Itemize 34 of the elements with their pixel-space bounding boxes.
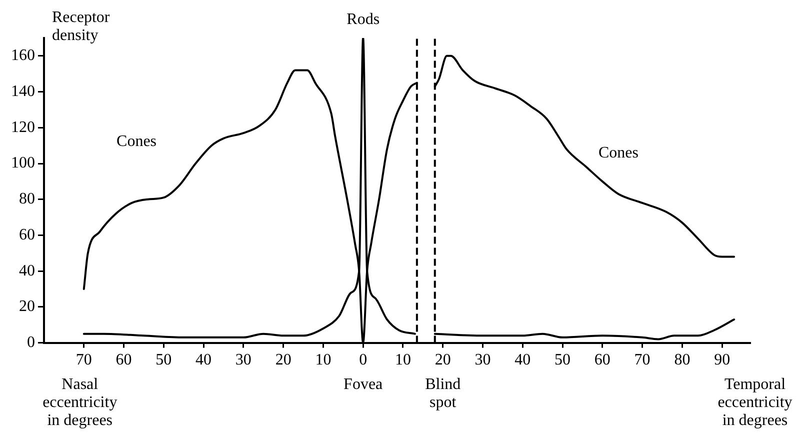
y-tick-label: 40: [19, 262, 35, 280]
y-tick-label: 60: [19, 226, 35, 244]
text: Blind spot: [425, 376, 461, 412]
x-tick-label: 30: [235, 352, 252, 369]
y-tick-label: 80: [19, 190, 35, 208]
text: Temporal eccentricity in degrees: [718, 376, 792, 430]
text: Fovea: [344, 376, 383, 394]
x-tick-label: 80: [674, 352, 690, 369]
x-tick-label: 40: [196, 352, 212, 369]
x-tick-label: 30: [474, 352, 491, 369]
x-tick-label: 90: [714, 352, 730, 369]
y-tick-label: 120: [11, 118, 35, 136]
text: Cones: [116, 132, 157, 150]
y-axis-title: Receptor density: [52, 9, 110, 44]
y-tick-label: 160: [11, 47, 35, 64]
x-tick-label: 0: [359, 352, 368, 369]
y-tick-label: 0: [27, 334, 35, 352]
x-tick-label: 10: [315, 352, 332, 369]
y-tick-label: 20: [19, 298, 35, 316]
text: Nasal eccentricity in degrees: [42, 376, 118, 430]
y-tick-label: 140: [11, 82, 35, 100]
x-tick-label: 50: [156, 352, 172, 369]
series-label: Cones: [598, 144, 638, 162]
x-tick-label: 60: [594, 352, 610, 369]
series-label: Rods: [346, 11, 380, 28]
x-tick-label: 50: [554, 352, 571, 369]
x-tick-label: 60: [116, 352, 132, 369]
y-tick-label: 100: [11, 154, 35, 172]
x-tick-label: 40: [514, 352, 531, 369]
x-tick-label: 20: [434, 352, 451, 369]
x-tick-label: 70: [634, 352, 650, 369]
x-tick-label: 10: [394, 352, 411, 369]
x-tick-label: 70: [76, 352, 92, 369]
x-tick-label: 20: [275, 352, 292, 369]
